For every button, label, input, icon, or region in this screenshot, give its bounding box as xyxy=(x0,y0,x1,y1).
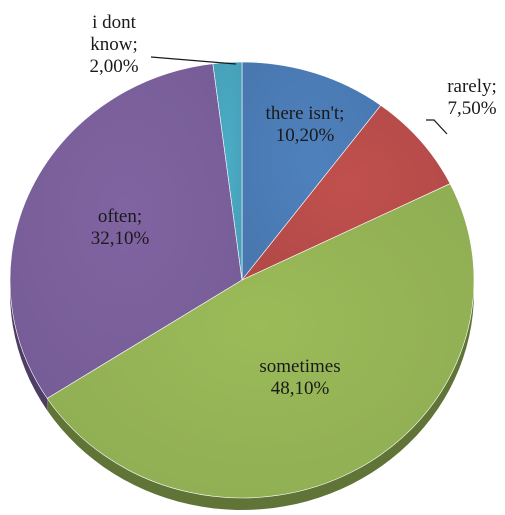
pie-side-often xyxy=(10,280,48,411)
data-label-i-dont-know: i dont know; 2,00% xyxy=(89,12,138,77)
leader-line-i-dont-know xyxy=(150,56,237,65)
pie-slice-sometimes xyxy=(46,183,475,499)
data-label-sometimes: sometimes 48,10% xyxy=(259,356,340,399)
data-label-there-isn-t: there isn't; 10,20% xyxy=(266,103,345,146)
data-label-rarely: rarely; 7,50% xyxy=(447,76,497,119)
pie-slice-i-dont-know xyxy=(212,61,243,281)
pie-labels: there isn't; 10,20% rarely; 7,50% sometimes 4… xyxy=(89,12,496,399)
pie-slice-there-isn-t xyxy=(241,61,382,281)
pie-slices xyxy=(9,61,475,499)
pie-side-walls xyxy=(10,280,475,510)
pie-slice-rarely xyxy=(241,104,451,281)
pie-slice-often xyxy=(9,63,243,399)
leader-line-rarely xyxy=(426,119,448,135)
data-label-often: often; 32,10% xyxy=(91,206,150,249)
